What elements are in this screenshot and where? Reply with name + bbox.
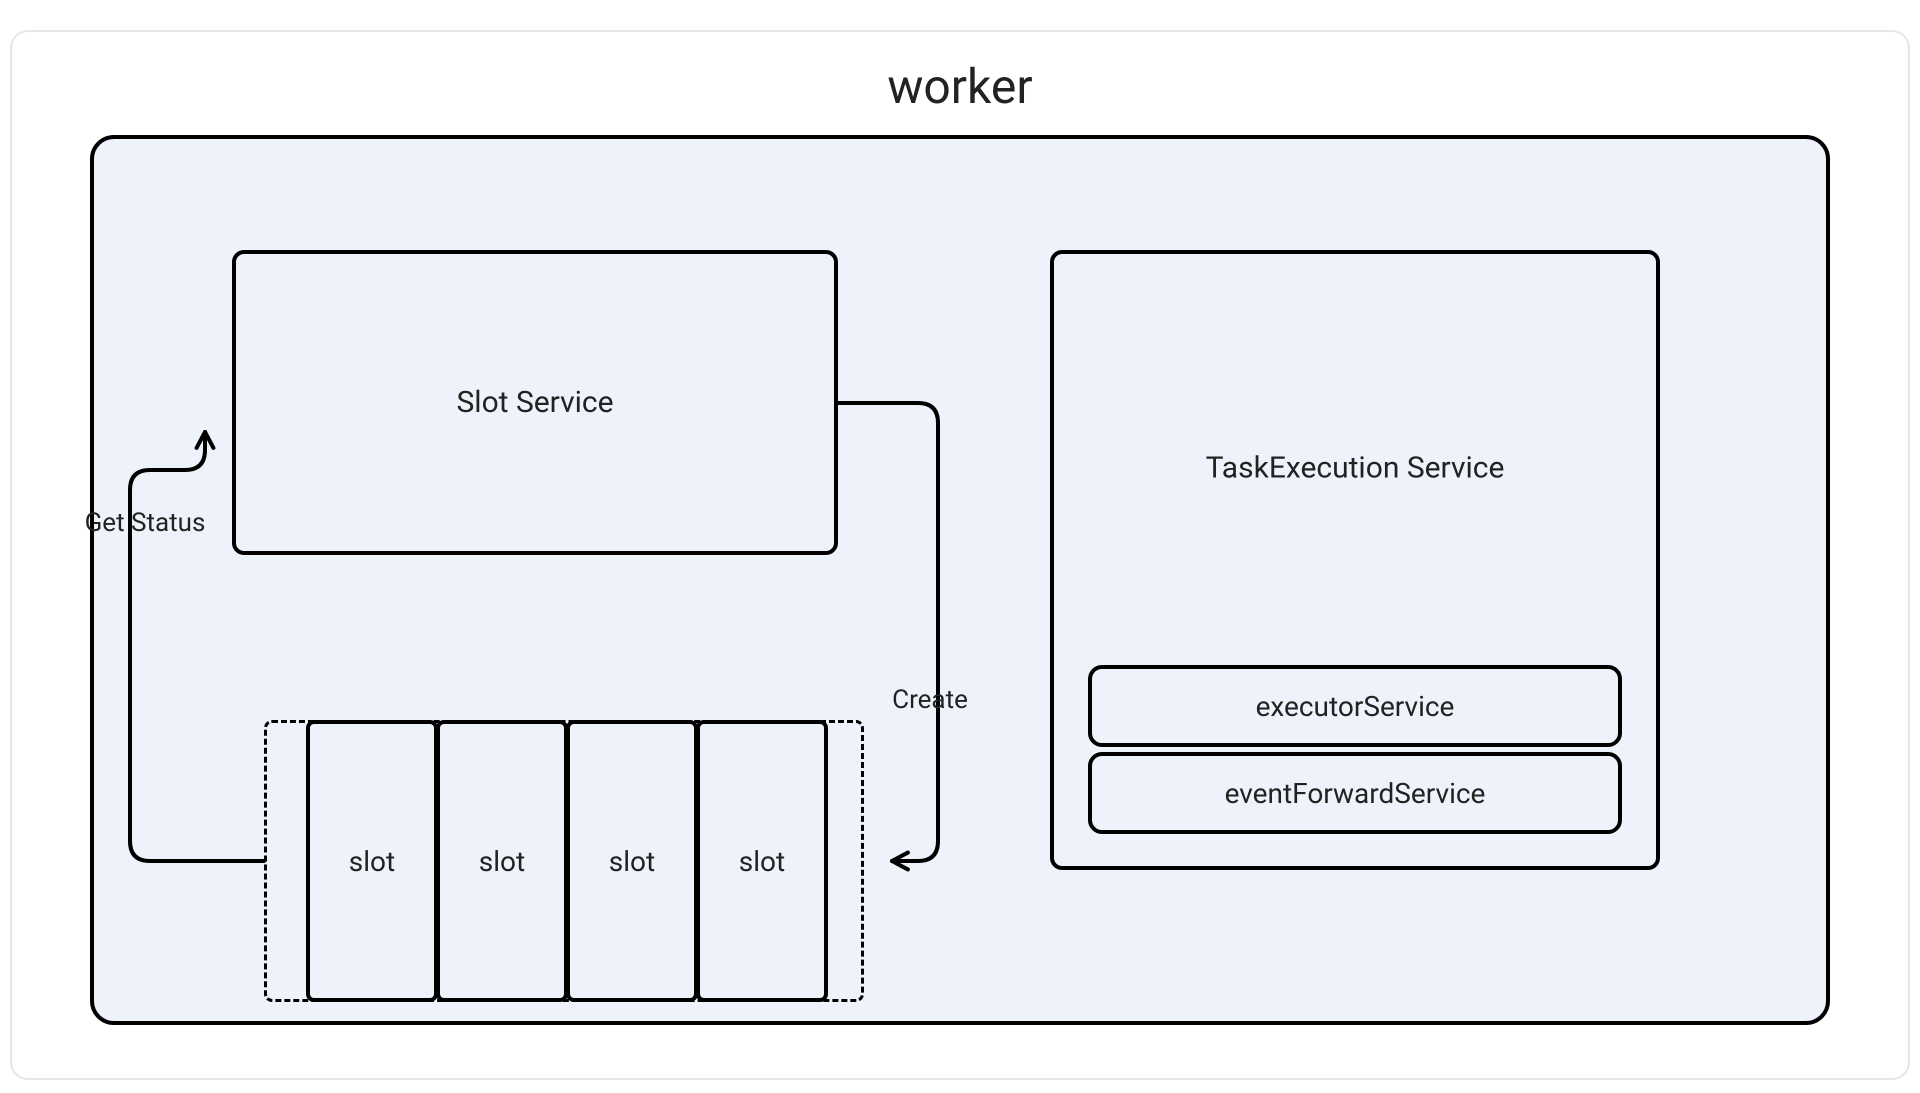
diagram-canvas: worker Slot Service TaskExecution Servic… (0, 0, 1920, 1093)
create-label: Create (870, 685, 990, 715)
create-edge (0, 0, 1920, 1093)
